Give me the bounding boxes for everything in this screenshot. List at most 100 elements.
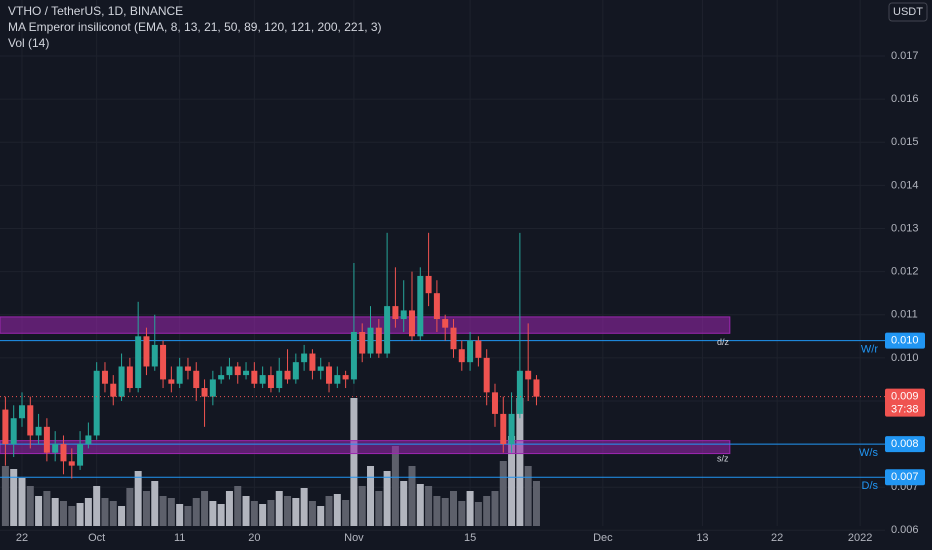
volume-bar: [333, 494, 341, 526]
candle-body: [52, 444, 59, 453]
volume-bar: [400, 481, 408, 526]
candle-body: [367, 327, 374, 354]
candle-body: [259, 375, 266, 384]
volume-bar: [449, 491, 457, 526]
volume-bar: [159, 496, 167, 526]
candle-body: [467, 340, 474, 363]
x-tick-label: 15: [464, 532, 476, 544]
volume-bar: [134, 471, 142, 526]
volume-bar: [367, 466, 375, 526]
candle-body: [516, 370, 523, 414]
volume-bar: [383, 471, 391, 526]
y-tick-label: 0.013: [891, 222, 919, 234]
volume-bar: [474, 502, 482, 526]
volume-bar: [532, 481, 540, 526]
volume-bar: [68, 506, 76, 526]
volume-bar: [350, 398, 358, 526]
volume-bar: [416, 484, 424, 526]
candle-body: [533, 379, 540, 397]
x-tick-label: 11: [174, 532, 185, 544]
candle-body: [68, 461, 75, 466]
y-tick-label: 0.011: [891, 309, 918, 321]
candle-body: [10, 418, 17, 445]
level-tag: d/z: [717, 337, 730, 347]
volume-bar: [26, 486, 34, 526]
volume-bar: [43, 491, 51, 526]
level-tag: s/z: [717, 453, 729, 463]
volume-bar: [142, 491, 150, 526]
candle-body: [292, 362, 299, 380]
candle-body: [209, 379, 216, 397]
chart-title: VTHO / TetherUS, 1D, BINANCE: [8, 4, 183, 18]
volume-bar: [151, 481, 159, 526]
volume-bar: [51, 498, 59, 526]
y-tick-label: 0.010: [891, 352, 919, 364]
candle-body: [226, 366, 233, 376]
y-tick-label: 0.015: [891, 136, 919, 148]
candle-body: [301, 353, 308, 363]
y-tick-label: 0.006: [891, 524, 919, 536]
volume-bar: [375, 491, 383, 526]
volume-bar: [524, 466, 532, 526]
candle-body: [193, 370, 200, 389]
candle-body: [126, 366, 133, 389]
volume-bar: [267, 500, 275, 526]
y-tick-label: 0.017: [891, 50, 919, 62]
volume-label: Vol (14): [8, 36, 49, 50]
candle-body: [101, 370, 108, 384]
candle-body: [326, 366, 333, 384]
candle-body: [27, 405, 34, 436]
volume-bar: [192, 498, 200, 526]
volume-bar: [10, 469, 18, 526]
candle-body: [135, 336, 142, 389]
volume-bar: [225, 491, 233, 526]
candle-body: [60, 444, 67, 462]
y-tick-label: 0.014: [891, 179, 919, 191]
x-tick-label: 20: [248, 532, 260, 544]
candle-body: [218, 375, 225, 380]
candle-body: [276, 370, 283, 389]
volume-bar: [167, 498, 175, 526]
volume-bar: [300, 488, 308, 526]
zone: [0, 316, 731, 334]
x-tick-label: 22: [771, 532, 783, 544]
candle-body: [143, 336, 150, 367]
volume-bar: [109, 501, 117, 526]
price-tag: [885, 388, 925, 417]
price-tag: [885, 332, 925, 349]
volume-bar: [201, 491, 209, 526]
volume-bar: [491, 491, 499, 526]
volume-bar: [358, 486, 366, 526]
candle-body: [350, 331, 357, 380]
candle-body: [359, 331, 366, 354]
candle-body: [384, 306, 391, 354]
volume-bar: [342, 500, 350, 526]
volume-bar: [284, 496, 292, 526]
volume-bar: [93, 486, 101, 526]
price-tag-label: 0.007: [891, 471, 919, 483]
candle-body: [160, 344, 167, 380]
volume-bar: [308, 501, 316, 526]
level-name: D/s: [862, 480, 879, 492]
x-tick-label: Dec: [593, 532, 613, 544]
candle-body: [342, 375, 349, 380]
level-name: W/r: [861, 344, 878, 356]
volume-bar: [217, 504, 225, 526]
volume-bar: [425, 486, 433, 526]
y-tick-label: 0.012: [891, 266, 919, 278]
candle-body: [458, 349, 465, 363]
volume-bar: [35, 496, 43, 526]
indicator-label: MA Emperor insiliconot (EMA, 8, 13, 21, …: [8, 20, 382, 34]
x-tick-label: 22: [16, 532, 28, 544]
candle-body: [18, 405, 25, 419]
candle-body: [267, 375, 274, 389]
volume-bar: [184, 506, 192, 526]
candle-body: [85, 435, 92, 445]
candle-body: [93, 370, 100, 436]
level-name: W/s: [859, 447, 878, 459]
currency-box: [888, 2, 928, 22]
candle-body: [243, 370, 250, 376]
candle-body: [110, 383, 117, 397]
volume-bar: [499, 461, 507, 526]
x-tick-label: 2022: [848, 532, 872, 544]
